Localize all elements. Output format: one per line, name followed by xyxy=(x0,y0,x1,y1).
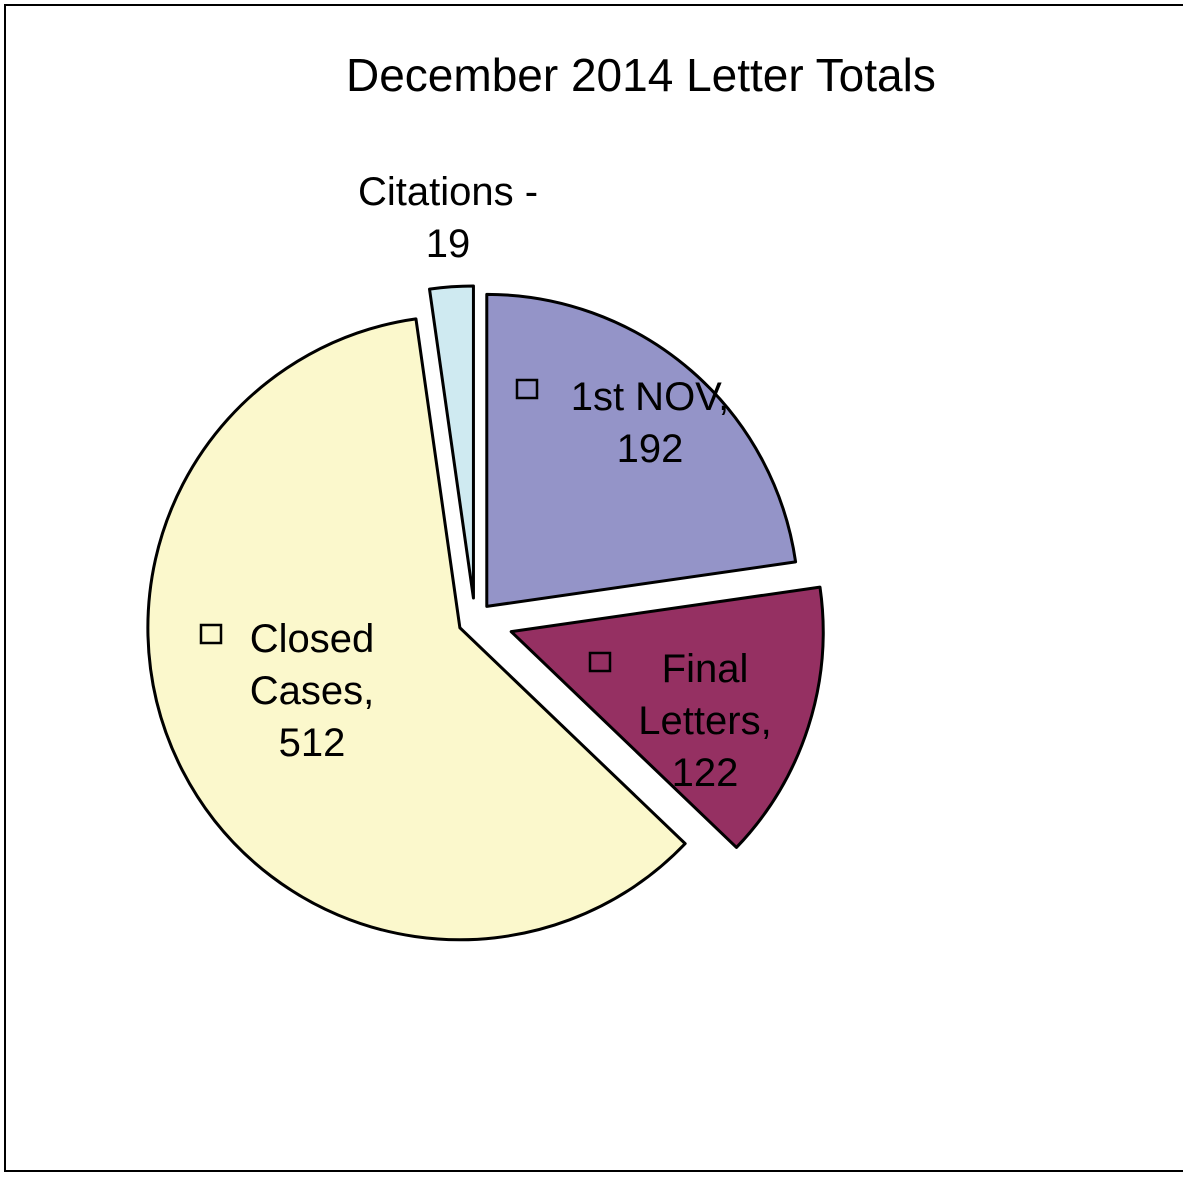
data-label-1st-nov: 1st NOV, 192 xyxy=(571,375,730,471)
data-label-line: 122 xyxy=(672,751,739,795)
data-label-line: 19 xyxy=(426,222,471,266)
data-label-line: Letters, xyxy=(638,699,771,743)
data-label-line: 512 xyxy=(279,721,346,765)
data-label-line: Final xyxy=(662,647,749,691)
data-label-line: 1st NOV, xyxy=(571,375,730,419)
pie-slice-closed-cases xyxy=(146,317,687,942)
data-label-line: Citations - xyxy=(358,170,538,214)
pie-labels: 1st NOV, 192 Final Letters, 122 Closed Cases, 5… xyxy=(199,170,772,795)
legend-key-icon xyxy=(588,651,612,673)
pie-slice-citations xyxy=(428,284,475,600)
data-label-final-letters: Final Letters, 122 xyxy=(638,647,771,795)
data-label-line: Closed xyxy=(250,617,375,661)
legend-key-icon xyxy=(199,623,223,645)
pie-slice-1st-nov xyxy=(485,292,798,608)
chart-title: December 2014 Letter Totals xyxy=(346,49,936,101)
data-label-line: 192 xyxy=(617,427,684,471)
data-label-citations: Citations - 19 xyxy=(358,170,538,266)
data-label-closed-cases: Closed Cases, 512 xyxy=(250,617,375,765)
legend-key-icon xyxy=(515,378,539,400)
data-label-line: Cases, xyxy=(250,669,375,713)
